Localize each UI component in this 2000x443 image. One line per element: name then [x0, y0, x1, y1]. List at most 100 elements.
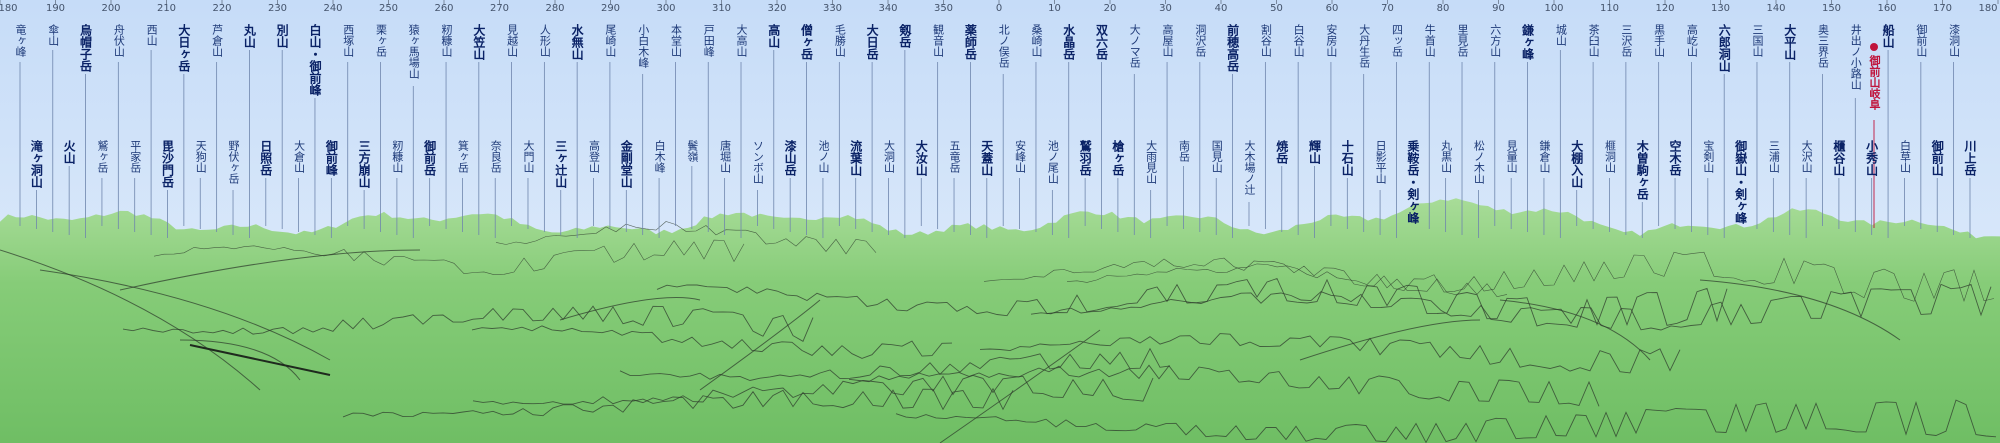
peak-label[interactable]: 御前峰 [324, 140, 339, 176]
peak-label[interactable]: 焼岳 [1274, 140, 1289, 164]
peak-label[interactable]: 三沢岳 [1619, 24, 1633, 57]
peak-label[interactable]: 櫃谷山 [1831, 140, 1846, 176]
peak-label[interactable]: 三ヶ辻山 [553, 140, 568, 188]
peak-label[interactable]: 日影平山 [1374, 140, 1388, 184]
peak-label[interactable]: 小秀山 [1864, 140, 1879, 176]
peak-label[interactable]: 籾糠山 [390, 140, 404, 173]
peak-label[interactable]: 鎌ヶ峰 [1520, 24, 1535, 60]
peak-label[interactable]: 箕ヶ岳 [456, 140, 470, 173]
peak-label[interactable]: 大高山 [735, 24, 748, 57]
peak-label[interactable]: 白草山 [1898, 140, 1912, 173]
peak-label[interactable]: 別山 [275, 24, 290, 48]
peak-label[interactable]: 戸田峰 [702, 24, 716, 57]
peak-label[interactable]: 船山 [1881, 24, 1896, 48]
peak-label[interactable]: 平家岳 [128, 140, 142, 173]
peak-label[interactable]: 天狗山 [194, 140, 208, 173]
peak-label[interactable]: 御前岳 [422, 140, 437, 176]
peak-label[interactable]: 火山 [62, 140, 77, 164]
peak-label[interactable]: 籾糠山 [440, 24, 454, 57]
peak-label[interactable]: 剱岳 [897, 24, 912, 48]
peak-label[interactable]: 丸山 [242, 24, 257, 48]
peak-label[interactable]: 栗ヶ岳 [374, 24, 388, 57]
peak-label[interactable]: 井出ノ小路山 [1849, 24, 1863, 90]
peak-label[interactable]: 白木峰 [653, 140, 667, 173]
peak-label[interactable]: 御前山 [1914, 24, 1928, 57]
peak-label[interactable]: 西塚山 [341, 24, 355, 57]
peak-label[interactable]: 大平山 [1782, 24, 1797, 60]
peak-label[interactable]: 池ノ山 [816, 140, 830, 173]
peak-label[interactable]: 乗鞍岳・剣ヶ峰 [1405, 140, 1420, 224]
peak-label[interactable]: 前穂高岳 [1225, 24, 1240, 72]
peak-label[interactable]: 天蓋山 [979, 140, 994, 176]
peak-label[interactable]: 高屹山 [1685, 24, 1699, 57]
peak-label[interactable]: 木曽駒ヶ岳 [1635, 140, 1650, 200]
peak-label[interactable]: 安房山 [1324, 24, 1338, 57]
peak-label[interactable]: 尾崎山 [603, 24, 617, 57]
peak-label[interactable]: 国見山 [1210, 140, 1224, 173]
peak-label[interactable]: 竜ヶ峰 [14, 24, 27, 57]
peak-label[interactable]: 五竜岳 [948, 140, 962, 173]
peak-label[interactable]: 唐堀山 [718, 140, 732, 173]
peak-label[interactable]: 流葉山 [848, 140, 863, 176]
peak-label[interactable]: 小白木峰 [636, 24, 650, 68]
peak-label[interactable]: ソンボ山 [751, 140, 765, 184]
peak-label[interactable]: 三方崩山 [357, 140, 372, 188]
peak-label[interactable]: 見量山 [1505, 140, 1519, 173]
peak-label[interactable]: 安峰山 [1013, 140, 1027, 173]
peak-label[interactable]: 大汝山 [914, 140, 929, 176]
peak-label[interactable]: 大日ヶ岳 [176, 24, 191, 72]
peak-label[interactable]: 大棚入山 [1569, 140, 1584, 188]
peak-label[interactable]: 黒手山 [1652, 24, 1666, 57]
peak-label[interactable]: 高屋山 [1161, 24, 1175, 57]
peak-label[interactable]: 白谷山 [1292, 24, 1306, 57]
peak-label[interactable]: 水無山 [570, 24, 585, 60]
peak-label[interactable]: 城山 [1554, 24, 1568, 46]
peak-label[interactable]: 御嶽山・剣ヶ峰 [1733, 140, 1748, 224]
peak-label[interactable]: 日照岳 [258, 140, 273, 176]
peak-label[interactable]: 大木場ノ辻 [1242, 140, 1256, 195]
peak-label[interactable]: 大ノマ岳 [1128, 24, 1142, 68]
peak-label[interactable]: 三国山 [1750, 24, 1764, 57]
peak-label[interactable]: 大沢山 [1800, 140, 1814, 173]
peak-label[interactable]: 池ノ尾山 [1046, 140, 1060, 184]
peak-label[interactable]: 芦倉山 [210, 24, 224, 57]
peak-label[interactable]: 傘山 [46, 24, 60, 46]
peak-label[interactable]: 六郎洞山 [1717, 24, 1732, 72]
peak-label[interactable]: 鷲ヶ岳 [95, 140, 109, 173]
peak-label[interactable]: 奈良岳 [489, 140, 503, 173]
peak-label[interactable]: 水晶岳 [1061, 24, 1076, 60]
peak-label[interactable]: 大日岳 [865, 24, 880, 60]
peak-label[interactable]: 本堂山 [669, 24, 683, 57]
peak-label[interactable]: 大洞山 [882, 140, 896, 173]
peak-label[interactable]: 高山 [766, 24, 781, 48]
peak-label[interactable]: 烏帽子岳 [78, 24, 93, 72]
peak-label[interactable]: 北ノ俣岳 [997, 24, 1011, 68]
peak-label[interactable]: 槍ヶ岳 [1110, 140, 1125, 176]
observer-label[interactable]: 御前山岐阜 [1868, 55, 1881, 110]
peak-label[interactable]: 猿ヶ馬場山 [407, 24, 421, 79]
peak-label[interactable]: 高登山 [587, 140, 601, 173]
peak-label[interactable]: 松ノ木山 [1472, 140, 1486, 184]
peak-label[interactable]: 毘沙門岳 [160, 140, 175, 188]
peak-label[interactable]: 薬師岳 [963, 24, 978, 60]
peak-label[interactable]: 大倉山 [292, 140, 306, 173]
peak-label[interactable]: 空木岳 [1668, 140, 1683, 176]
peak-label[interactable]: 滝ヶ洞山 [29, 140, 44, 188]
peak-label[interactable]: 御前山 [1930, 140, 1945, 176]
peak-label[interactable]: 野伏ヶ岳 [227, 140, 241, 184]
peak-label[interactable]: 見越山 [505, 24, 519, 57]
peak-label[interactable]: 奥三界岳 [1816, 24, 1830, 68]
peak-label[interactable]: 茶臼山 [1587, 24, 1601, 57]
peak-label[interactable]: 漆山岳 [783, 140, 798, 176]
peak-label[interactable]: 輝山 [1307, 140, 1322, 164]
peak-label[interactable]: 鎌倉山 [1537, 140, 1551, 173]
peak-label[interactable]: 六方山 [1488, 24, 1502, 57]
peak-label[interactable]: 西山 [145, 24, 159, 46]
peak-label[interactable]: 舟伏山 [112, 24, 126, 57]
peak-label[interactable]: 大丹生岳 [1357, 24, 1371, 68]
peak-label[interactable]: 観音山 [931, 24, 945, 57]
peak-label[interactable]: 僧ヶ岳 [799, 24, 814, 60]
peak-label[interactable]: 川上岳 [1963, 140, 1977, 176]
peak-label[interactable]: 里見岳 [1456, 24, 1470, 57]
